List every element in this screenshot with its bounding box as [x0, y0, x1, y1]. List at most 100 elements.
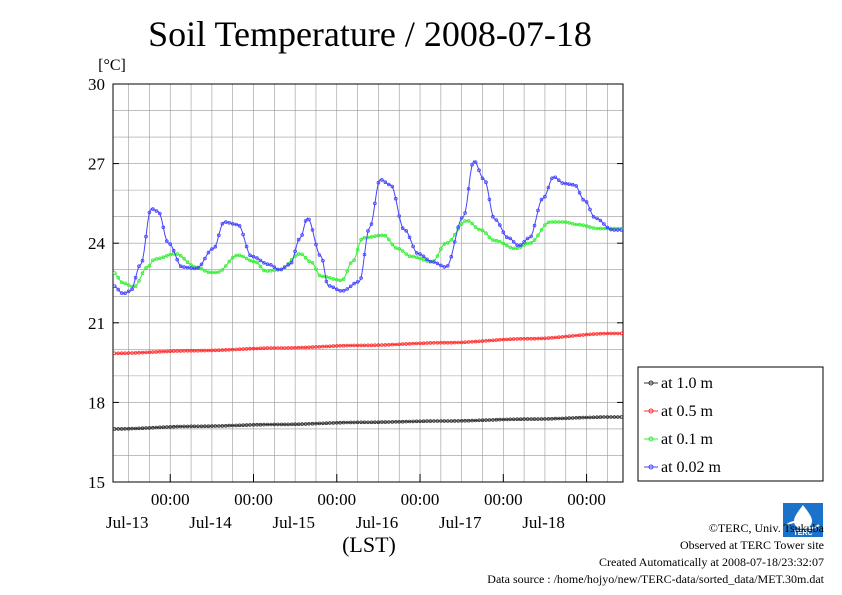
data-point	[563, 181, 568, 186]
data-point	[504, 243, 509, 248]
data-point	[522, 417, 526, 421]
legend-label: at 1.0 m	[661, 375, 714, 392]
data-point	[397, 419, 402, 424]
data-point	[400, 249, 405, 253]
data-point	[477, 418, 481, 423]
data-point	[605, 225, 610, 230]
data-point	[376, 420, 381, 425]
data-point	[452, 240, 457, 244]
data-point	[210, 424, 214, 428]
y-tick-label: 21	[88, 314, 105, 333]
data-point	[345, 287, 350, 291]
data-point	[473, 225, 478, 229]
data-point	[341, 277, 346, 281]
data-point	[404, 419, 409, 424]
credit-copyright: ©TERC, Univ. Tsukuba	[708, 521, 824, 535]
x-tick-time-label: 00:00	[567, 490, 606, 509]
data-point	[321, 274, 325, 279]
data-point	[532, 238, 537, 242]
x-tick-day-label: Jul-14	[189, 513, 232, 532]
data-point	[241, 423, 245, 428]
data-point	[508, 337, 513, 342]
data-point	[269, 268, 273, 273]
data-point	[182, 256, 186, 261]
data-point	[123, 281, 127, 286]
y-tick-label: 15	[88, 473, 105, 492]
data-point	[602, 415, 606, 419]
data-point	[588, 415, 592, 420]
data-point	[314, 242, 318, 247]
data-point	[307, 421, 311, 426]
data-point	[248, 346, 252, 351]
data-point	[203, 256, 207, 261]
data-point	[265, 262, 270, 267]
data-point	[466, 418, 471, 423]
x-tick-time-label: 00:00	[151, 490, 190, 509]
data-point	[508, 417, 513, 422]
data-point	[518, 417, 523, 422]
data-point	[466, 340, 471, 344]
data-point	[543, 417, 547, 421]
x-tick-time-label: 00:00	[484, 490, 523, 509]
data-point	[612, 331, 617, 336]
data-point	[484, 231, 488, 236]
data-point	[553, 416, 558, 421]
data-point	[418, 419, 422, 424]
data-point	[244, 244, 249, 249]
data-point	[581, 333, 585, 337]
data-point	[185, 348, 190, 353]
data-point	[224, 220, 228, 224]
data-point	[418, 256, 422, 261]
data-point	[442, 265, 447, 269]
data-point	[317, 344, 322, 349]
data-point	[334, 277, 339, 282]
data-point	[348, 343, 353, 348]
data-point	[445, 340, 450, 345]
data-point	[470, 418, 474, 423]
data-point	[158, 425, 162, 430]
x-tick-day-label: Jul-17	[439, 513, 482, 532]
data-point	[137, 350, 141, 355]
data-point	[380, 233, 384, 238]
data-point	[543, 223, 547, 227]
data-point	[598, 226, 603, 231]
data-point	[366, 229, 370, 233]
data-point	[192, 266, 197, 271]
data-point	[217, 424, 221, 428]
data-point	[404, 229, 409, 233]
series-line	[114, 160, 622, 295]
data-point	[331, 344, 336, 348]
data-point	[473, 339, 478, 344]
data-point	[137, 264, 141, 269]
data-point	[591, 226, 596, 230]
data-point	[393, 196, 398, 201]
data-point	[425, 257, 429, 262]
data-point	[258, 422, 263, 427]
data-point	[168, 242, 173, 246]
data-point	[602, 222, 606, 226]
data-point	[449, 254, 454, 259]
data-point	[591, 332, 596, 336]
data-point	[615, 331, 620, 336]
data-point	[386, 182, 391, 187]
data-point	[269, 422, 273, 427]
data-point	[570, 222, 575, 226]
data-point	[411, 419, 415, 424]
data-point	[556, 178, 561, 183]
data-point	[272, 265, 277, 269]
data-point	[380, 343, 384, 347]
data-point	[619, 415, 624, 419]
x-tick-day-label: Jul-15	[273, 513, 316, 532]
data-point	[144, 234, 148, 239]
data-point	[310, 228, 315, 232]
data-point	[314, 421, 318, 426]
data-point	[237, 253, 242, 258]
data-point	[477, 168, 481, 173]
data-point	[525, 236, 530, 241]
data-point	[175, 257, 180, 262]
data-point	[220, 348, 225, 352]
data-point	[227, 347, 232, 352]
data-point	[487, 338, 492, 343]
data-point	[275, 346, 280, 350]
data-point	[366, 420, 370, 425]
